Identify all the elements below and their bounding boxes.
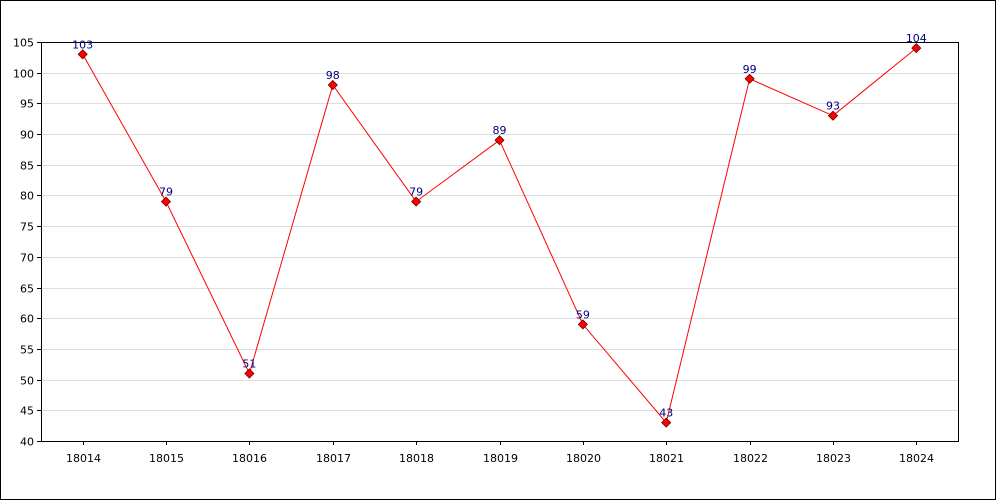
data-label: 79 [409, 186, 423, 199]
x-tick-label: 18020 [566, 452, 601, 465]
y-tick-label: 55 [20, 344, 34, 357]
y-tick-label: 90 [20, 129, 34, 142]
x-tick-label: 18016 [232, 452, 267, 465]
x-tick-label: 18014 [66, 452, 101, 465]
x-tick-label: 18015 [149, 452, 184, 465]
data-point [244, 368, 255, 379]
data-point [160, 196, 172, 207]
x-axis: 18014 18015 18016 18017 18018 18019 18020 18021… [66, 441, 934, 465]
data-labels: 103 79 51 98 79 89 59 43 99 93 104 [72, 32, 927, 419]
y-tick-label: 75 [20, 221, 34, 234]
x-tick-label: 18022 [733, 452, 768, 465]
y-tick-label: 50 [20, 375, 34, 388]
data-point [911, 43, 922, 54]
x-tick-label: 18023 [816, 452, 851, 465]
data-point [661, 417, 672, 428]
data-point [77, 49, 88, 60]
y-tick-label: 60 [20, 313, 34, 326]
data-label: 89 [493, 124, 507, 137]
data-point [744, 73, 755, 84]
series-group [77, 43, 922, 428]
data-point [827, 110, 839, 121]
y-tick-label: 70 [20, 252, 34, 265]
data-label: 104 [906, 32, 927, 45]
data-point [494, 135, 505, 146]
x-tick-label: 18017 [316, 452, 351, 465]
data-point [411, 196, 422, 207]
y-tick-label: 65 [20, 283, 34, 296]
x-tick-label: 18018 [399, 452, 434, 465]
x-tick-label: 18021 [649, 452, 684, 465]
data-label: 43 [659, 407, 673, 420]
y-tick-label: 85 [20, 160, 34, 173]
y-tick-label: 80 [20, 190, 34, 203]
y-tick-label: 40 [20, 436, 34, 449]
y-tick-label: 45 [20, 405, 34, 418]
y-tick-label: 100 [13, 68, 34, 81]
plot-area [41, 42, 959, 442]
x-tick-label: 18024 [899, 452, 934, 465]
data-label: 99 [743, 63, 757, 76]
data-label: 93 [826, 100, 840, 113]
y-tick-label: 105 [13, 37, 34, 50]
series-line [82, 47, 917, 424]
y-tick-label: 95 [20, 98, 34, 111]
data-point [577, 319, 588, 330]
data-label: 103 [72, 38, 93, 51]
gridlines [41, 73, 958, 411]
data-label: 79 [159, 186, 173, 199]
data-label: 51 [242, 357, 256, 370]
data-label: 98 [326, 69, 340, 82]
data-point [327, 79, 338, 91]
y-axis: 40 45 50 55 60 65 70 75 80 85 90 95 100 105 [13, 37, 41, 449]
data-label: 59 [576, 308, 590, 321]
x-tick-label: 18019 [483, 452, 518, 465]
